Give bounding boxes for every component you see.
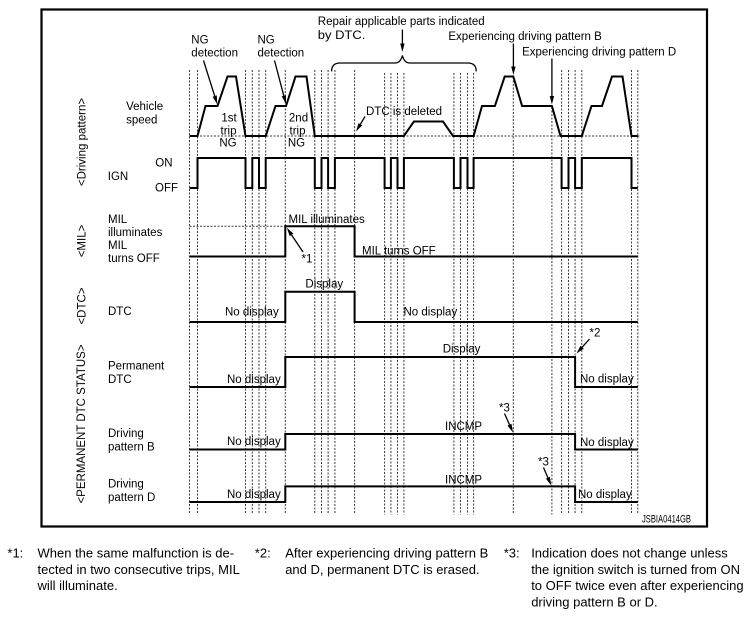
svg-text:DTC is deleted: DTC is deleted (366, 106, 442, 118)
svg-text:DTC: DTC (108, 306, 132, 318)
svg-text:will illuminate.: will illuminate. (37, 578, 118, 593)
svg-text:1st: 1st (221, 113, 237, 125)
svg-text:<DTC>: <DTC> (77, 287, 89, 324)
svg-text:and D, permanent DTC is erased: and D, permanent DTC is erased. (285, 562, 479, 577)
svg-text:Permanent: Permanent (108, 361, 165, 373)
svg-text:detection: detection (258, 48, 305, 60)
svg-text:No display: No display (580, 374, 634, 386)
svg-text:<Driving pattern>: <Driving pattern> (77, 98, 89, 186)
svg-text:Driving: Driving (108, 428, 144, 440)
svg-text:detection: detection (191, 48, 238, 60)
svg-text:*2: *2 (590, 328, 601, 340)
svg-text:<MIL>: <MIL> (77, 224, 89, 257)
svg-text:Display: Display (305, 279, 343, 291)
svg-text:Display: Display (443, 344, 481, 356)
svg-text:*1:: *1: (7, 546, 23, 561)
svg-text:2nd: 2nd (289, 113, 308, 125)
svg-text:tected in two consecutive trip: tected in two consecutive trips, MIL (38, 562, 240, 577)
svg-text:NG: NG (219, 138, 236, 150)
svg-text:*2:: *2: (255, 546, 271, 561)
svg-text:NG: NG (258, 35, 275, 47)
svg-text:MIL turns OFF: MIL turns OFF (362, 246, 436, 258)
svg-text:*3: *3 (538, 457, 549, 469)
svg-text:trip: trip (290, 126, 306, 138)
svg-text:Indication does not change unl: Indication does not change unless (531, 546, 728, 561)
svg-text:Repair applicable parts indica: Repair applicable parts indicated (318, 16, 485, 28)
svg-text:Driving: Driving (108, 479, 144, 491)
svg-text:*3:: *3: (504, 546, 520, 561)
svg-text:DTC: DTC (108, 374, 132, 386)
svg-text:<PERMANENT DTC STATUS>: <PERMANENT DTC STATUS> (76, 344, 88, 503)
svg-text:OFF: OFF (155, 183, 178, 195)
svg-text:INCMP: INCMP (445, 421, 482, 433)
svg-text:pattern B: pattern B (108, 442, 155, 454)
svg-text:MIL illuminates: MIL illuminates (289, 214, 366, 226)
svg-text:Experiencing driving pattern B: Experiencing driving pattern B (448, 31, 602, 43)
svg-text:illuminates: illuminates (108, 227, 163, 239)
svg-text:No display: No display (227, 436, 281, 448)
svg-text:to OFF twice even after experi: to OFF twice even after experiencing (531, 578, 743, 593)
svg-text:No display: No display (580, 437, 634, 449)
svg-text:turns OFF: turns OFF (108, 253, 160, 265)
svg-text:MIL: MIL (108, 214, 128, 226)
svg-text:IGN: IGN (108, 171, 128, 183)
svg-text:pattern D: pattern D (108, 492, 155, 504)
svg-text:MIL: MIL (108, 240, 128, 252)
svg-text:No display: No display (404, 307, 458, 319)
svg-text:INCMP: INCMP (445, 475, 482, 487)
svg-text:*3: *3 (499, 403, 510, 415)
svg-text:No display: No display (227, 489, 281, 501)
svg-text:speed: speed (126, 115, 157, 127)
svg-text:the ignition switch is turned: the ignition switch is turned from ON (531, 562, 740, 577)
svg-text:When the same malfunction is d: When the same malfunction is de- (38, 546, 235, 561)
svg-text:After experiencing driving pat: After experiencing driving pattern B (285, 546, 488, 561)
svg-text:by DTC.: by DTC. (318, 30, 366, 42)
svg-text:*1: *1 (302, 254, 313, 266)
svg-text:No display: No display (227, 374, 281, 386)
svg-text:JSBIA0414GB: JSBIA0414GB (642, 513, 691, 525)
svg-text:driving pattern B or D.: driving pattern B or D. (531, 594, 657, 609)
svg-text:No display: No display (225, 307, 279, 319)
svg-text:Experiencing driving pattern D: Experiencing driving pattern D (522, 47, 676, 59)
svg-text:NG: NG (191, 35, 208, 47)
svg-text:ON: ON (155, 158, 172, 170)
svg-text:No display: No display (578, 489, 632, 501)
svg-text:trip: trip (221, 126, 237, 138)
svg-text:NG: NG (288, 138, 305, 150)
svg-text:Vehicle: Vehicle (126, 101, 163, 113)
